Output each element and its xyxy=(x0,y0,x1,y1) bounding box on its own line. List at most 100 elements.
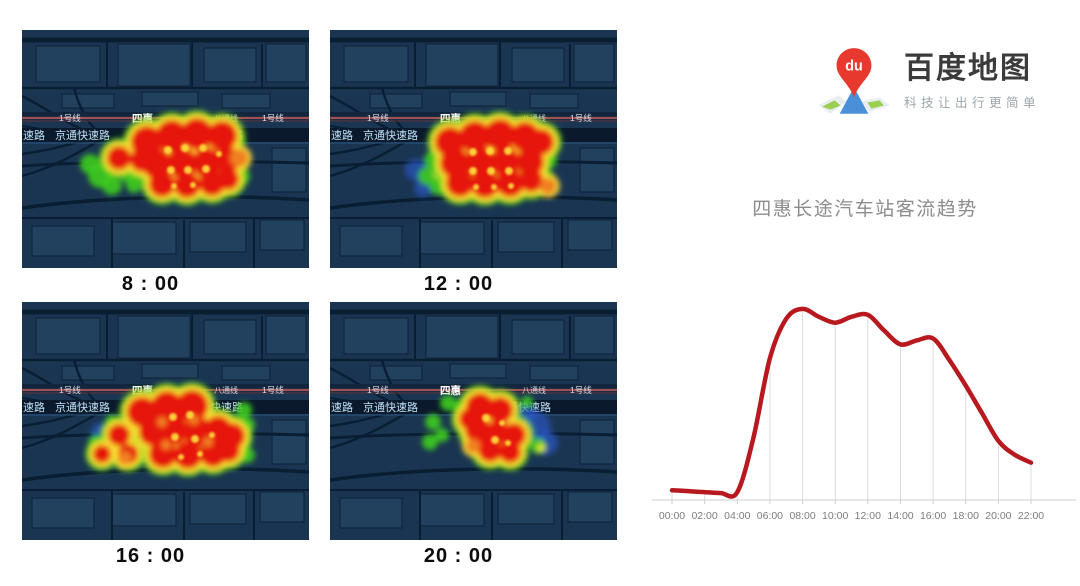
trend-chart: 00:00 02:00 04:00 06:00 08:00 10:00 12:00 14:00… xyxy=(652,306,1076,522)
heat-blob xyxy=(459,121,491,153)
heat-blob xyxy=(499,420,505,426)
heat-blob xyxy=(446,169,474,197)
heat-blob xyxy=(519,168,543,192)
heat-soft-layer xyxy=(85,382,255,477)
x-tick-label: 12:00 xyxy=(855,510,881,522)
heat-blob xyxy=(93,445,111,463)
time-caption-1600: 16 : 00 xyxy=(115,545,186,567)
heat-blob xyxy=(126,177,142,193)
heat-blob xyxy=(156,120,188,152)
heatmap-panel-0800: 8 : 00 xyxy=(22,30,309,296)
heat-blob xyxy=(440,395,456,411)
heat-layer-1600 xyxy=(85,382,255,477)
heat-layer-0800 xyxy=(80,110,252,206)
heat-dot-layer xyxy=(482,414,511,446)
heat-blob xyxy=(465,417,491,443)
heat-blob xyxy=(171,433,179,441)
heat-blob xyxy=(118,451,132,465)
heat-blob xyxy=(478,438,502,462)
heat-blob xyxy=(466,439,480,453)
heat-blob xyxy=(108,424,130,446)
heatmap-panel-1200: 12 : 00 xyxy=(330,30,617,296)
heat-blob xyxy=(186,411,194,419)
heat-blob xyxy=(471,170,499,198)
heat-blob xyxy=(521,396,533,408)
time-caption-0800: 8 : 00 xyxy=(121,273,180,295)
heat-blob xyxy=(540,178,556,194)
heat-blob xyxy=(80,154,100,174)
x-tick-label: 16:00 xyxy=(920,510,946,522)
trend-line xyxy=(669,306,1034,499)
map-pin-icon: du xyxy=(818,48,890,114)
heat-blob xyxy=(425,414,441,430)
time-caption-1200: 12 : 00 xyxy=(423,273,494,295)
heat-blob xyxy=(203,437,213,447)
heat-blob xyxy=(486,147,494,155)
heat-blob xyxy=(197,451,203,457)
heat-blob xyxy=(216,438,240,462)
heat-blob xyxy=(504,147,512,155)
x-tick-label: 02:00 xyxy=(691,510,717,522)
heat-soft-layer xyxy=(405,111,562,206)
heat-blob xyxy=(487,167,495,175)
heat-blob xyxy=(102,175,122,195)
heat-dot-layer xyxy=(164,144,222,189)
brand-tagline: 科技让出行更简单 xyxy=(904,96,1041,110)
heatmap-map-1600 xyxy=(22,302,309,540)
logo-pin-text: du xyxy=(845,59,863,75)
heat-blob xyxy=(516,148,544,176)
heat-dot-layer xyxy=(469,147,514,190)
heat-blob xyxy=(207,121,237,151)
heat-blob xyxy=(491,436,499,444)
heat-blob xyxy=(161,440,171,450)
logo-text-block: 百度地图 科技让出行更简单 xyxy=(904,44,1040,111)
brand-name: 百度地图 xyxy=(904,52,1032,85)
heat-blob xyxy=(181,118,213,150)
x-tick-label: 06:00 xyxy=(757,510,783,522)
heatmap-map-2000 xyxy=(330,302,617,540)
heat-blob xyxy=(164,146,172,154)
logo-pin-shape xyxy=(836,48,872,98)
heat-blob xyxy=(217,168,239,190)
heat-blob xyxy=(230,149,248,167)
heat-blob xyxy=(169,413,177,421)
heat-blob xyxy=(199,144,207,152)
heat-blob xyxy=(496,169,524,197)
heat-blob xyxy=(482,414,490,422)
heat-blob xyxy=(190,182,196,188)
heat-blob xyxy=(536,443,546,453)
heat-blob xyxy=(216,151,222,157)
heat-blob xyxy=(191,435,199,443)
heat-blob xyxy=(508,183,514,189)
heat-blob xyxy=(499,441,521,463)
logo-map-blue-triangle xyxy=(839,87,869,114)
trend-chart-wrap: 00:00 02:00 04:00 06:00 08:00 10:00 12:00 14:00… xyxy=(650,288,1080,533)
heatmap-grid: 8 : 00 12 : 00 16 : 00 20 : 00 xyxy=(22,30,618,575)
logo-map-green-left xyxy=(822,100,841,110)
x-tick-label: 18:00 xyxy=(953,510,979,522)
heat-blob xyxy=(487,397,513,423)
chart-title: 四惠长途汽车站客流趋势 xyxy=(752,199,978,220)
heat-blob xyxy=(202,165,210,173)
heat-blob xyxy=(171,183,177,189)
x-tick-label: 22:00 xyxy=(1018,510,1044,522)
heat-blob xyxy=(528,129,554,155)
heat-blob xyxy=(209,432,215,438)
heat-blob xyxy=(435,428,449,442)
x-tick-label: 04:00 xyxy=(724,510,750,522)
heat-blob xyxy=(466,393,494,421)
heat-blob xyxy=(505,440,511,446)
heat-blob xyxy=(174,441,202,469)
heat-blob xyxy=(157,417,167,427)
time-caption-2000: 20 : 00 xyxy=(423,545,494,567)
heat-blob xyxy=(473,184,479,190)
heat-blob xyxy=(236,402,252,418)
heat-blob xyxy=(422,434,438,450)
heat-blob xyxy=(181,144,189,152)
heatmap-map-0800 xyxy=(22,30,309,268)
baidu-maps-logo: du 百度地图 科技让出行更简单 xyxy=(816,44,1040,124)
heat-blob xyxy=(174,172,200,198)
x-tick-label: 08:00 xyxy=(789,510,815,522)
heat-blob xyxy=(484,119,516,151)
